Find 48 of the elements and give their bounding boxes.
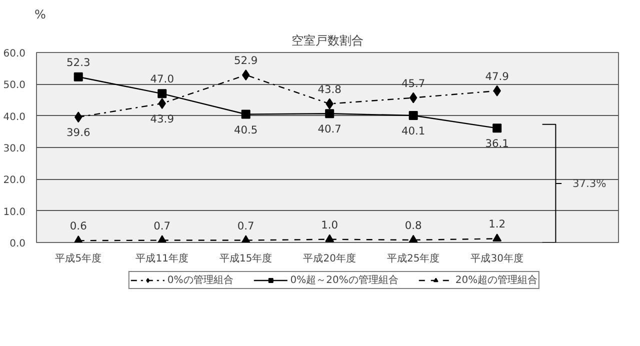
x-tick-label: 平成25年度 [386,252,440,264]
point [492,234,502,242]
x-tick-label: 平成30年度 [470,252,524,264]
data-label: 52.3 [66,56,90,69]
y-tick-label: 20.0 [3,175,26,186]
data-label: 0.6 [70,220,88,233]
point [74,72,83,82]
point [492,124,502,133]
point [325,109,334,118]
data-label: 40.5 [234,123,258,136]
x-tick-label: 平成20年度 [303,252,356,264]
data-label: 47.0 [150,72,174,86]
point [158,89,167,98]
data-label: 43.9 [150,112,174,126]
x-tick-label: 平成5年度 [55,252,102,264]
data-label: 0.8 [404,218,422,232]
data-label: 0.7 [237,219,254,232]
legend-label: 20%超の管理組合 [455,274,538,287]
point [408,111,418,120]
data-label: 1.2 [488,218,506,231]
data-label: 0.7 [154,219,171,232]
legend-label: 0%超～20%の管理組合 [290,274,398,287]
x-tick-label: 平成15年度 [219,252,272,264]
data-label: 40.7 [318,122,342,136]
chart-title: 空室戸数割合 [292,34,364,48]
data-label: 52.9 [234,54,258,67]
text: 37.3% [572,176,606,190]
point [74,235,83,242]
data-label: 47.9 [485,70,510,83]
point [241,235,250,242]
data-label: 43.8 [318,82,342,96]
y-tick-label: 60.0 [3,48,26,60]
y-tick-label: 0.0 [10,238,26,250]
point [241,110,250,119]
x-tick-label: 平成11年度 [136,252,188,264]
legend-label: 0%の管理組合 [167,274,234,287]
data-label: 1.0 [321,218,338,232]
y-tick-label: 10.0 [3,206,26,218]
data-label: 39.6 [66,126,90,140]
data-label: 40.1 [401,124,426,138]
y-tick-label: 40.0 [3,112,26,123]
y-tick-label: 50.0 [3,80,26,92]
point [158,235,167,242]
point [408,234,418,242]
data-label: 36.1 [485,137,509,150]
y-tick-label: 30.0 [3,144,26,154]
y-axis-title: % [34,8,46,22]
point [325,234,334,242]
